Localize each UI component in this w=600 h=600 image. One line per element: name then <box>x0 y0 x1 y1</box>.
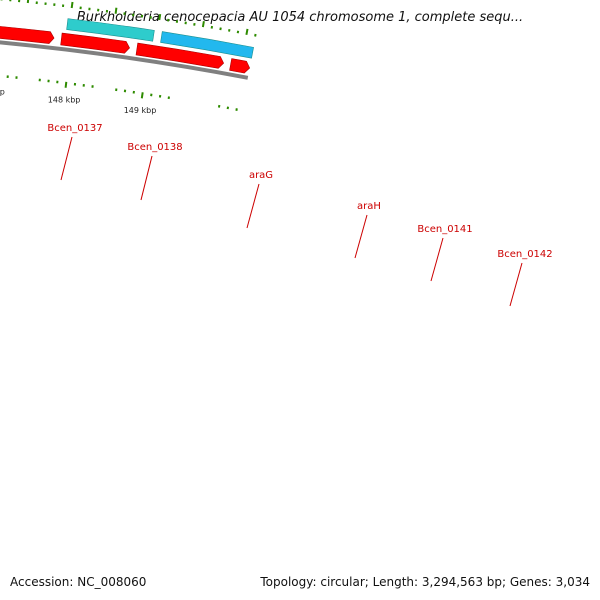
accession-text: Accession: NC_008060 <box>10 575 147 589</box>
outer-minor-tick <box>254 33 257 37</box>
cds-arrow <box>229 58 251 74</box>
gene-bar <box>66 18 155 42</box>
outer-major-tick <box>70 1 74 9</box>
topology-stats-text: Topology: circular; Length: 3,294,563 bp… <box>260 575 590 589</box>
cds-arrow <box>60 32 130 54</box>
gene-leader-line <box>140 155 153 201</box>
gene-leader-line <box>509 262 523 307</box>
outer-major-tick <box>114 7 118 14</box>
gene-leader-line <box>430 237 444 282</box>
outer-minor-tick <box>210 25 214 29</box>
scale-minor-tick <box>217 104 221 108</box>
outer-major-tick <box>26 0 30 4</box>
kbp-label: 147 kbp <box>0 88 5 97</box>
scale-minor-tick <box>226 106 230 110</box>
cds-arrow <box>0 26 55 44</box>
gene-label: araG <box>249 170 273 181</box>
cds-arrow <box>135 42 225 69</box>
kbp-label: 149 kbp <box>124 106 157 115</box>
outer-minor-tick <box>228 28 231 32</box>
outer-major-tick <box>158 13 162 21</box>
map-title: Burkholderia cenocepacia AU 1054 chromos… <box>76 10 524 25</box>
gene-label: Bcen_0138 <box>127 142 182 153</box>
scale-major-tick <box>64 81 68 88</box>
gene-leader-line <box>246 183 260 229</box>
kbp-label: 148 kbp <box>48 96 81 105</box>
scale-major-tick <box>140 92 144 99</box>
gene-label: araH <box>357 201 381 212</box>
gene-bar <box>160 31 254 59</box>
outer-minor-tick <box>236 30 240 34</box>
outer-major-tick <box>245 28 249 35</box>
genome-backbone <box>0 40 249 80</box>
gene-label: Bcen_0137 <box>47 123 102 134</box>
gene-label: Bcen_0141 <box>417 224 472 235</box>
outer-minor-tick <box>219 27 222 31</box>
gene-leader-line <box>60 136 73 181</box>
gene-leader-line <box>354 214 368 259</box>
gene-label: Bcen_0142 <box>497 249 552 260</box>
outer-major-tick <box>201 21 205 28</box>
